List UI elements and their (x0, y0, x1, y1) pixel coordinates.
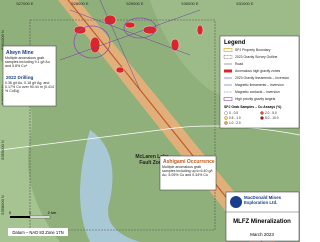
grid-label: 531000 E (236, 1, 253, 6)
legend-symbol (224, 69, 232, 73)
top-grid-labels: 527000 E 528000 E 529000 E 530000 E 5310… (16, 1, 253, 6)
callout-text: 0.36 g/t Au, 0.18 g/t Ag, and 0.17% Cu o… (5, 81, 54, 94)
sample-symbol (260, 116, 264, 120)
callout-text: Multiple anomalous grab samples includin… (5, 56, 50, 69)
grid-label: 5359000 N (0, 140, 5, 160)
sample-label: 2.0 - 5.0 (265, 111, 277, 115)
legend-label: Magnetic contacts – inversion (235, 90, 280, 94)
sample-label: 5.0 - 10.0 (265, 116, 279, 120)
grid-label: 5358000 N (0, 195, 5, 215)
legend-symbol (223, 48, 233, 52)
grid-label: 530000 E (181, 1, 198, 6)
map-title: MLFZ Mineralization (233, 219, 291, 225)
lineaments (59, 0, 201, 91)
callout-text: Multiple anomalous grab samples includin… (162, 165, 213, 178)
legend-label: Anomalous high gravity zones (235, 69, 281, 73)
grid-label: 5361000 N (0, 30, 5, 50)
datum: Datum – NAD 83 Zone 17N (12, 230, 63, 235)
scale-label: 2 km (48, 210, 57, 215)
fault-label-line: McLaren Lake (135, 154, 169, 160)
sample-symbol (224, 111, 228, 115)
scale-bar: 0 1 2 km Datum – NAD 83 Zone 17N (8, 210, 68, 236)
sample-symbol (224, 121, 228, 125)
legend-symbol (223, 55, 233, 59)
legend-label: Magnetic lineaments – Inversion (235, 83, 284, 87)
lake (80, 130, 140, 242)
legend-subtitle: SPJ Grab Samples – Cu Assays (%) (224, 105, 281, 109)
legend-symbol (223, 97, 233, 101)
scale-label: 0 (9, 210, 12, 215)
legend-label: High priority gravity targets (235, 97, 276, 101)
left-grid-labels: 5361000 N 5360000 N 5359000 N 5358000 N (0, 30, 5, 215)
legend-label: 2023 Gravity Survey Outline (235, 55, 278, 59)
callout-title: Ashigami Occurrence (163, 159, 215, 165)
legend-title: Legend (224, 40, 246, 46)
alwyn-callout: Alwyn Mine Multiple anomalous grab sampl… (2, 45, 57, 107)
title-block: MacDonald Mines Exploration Ltd. MLFZ Mi… (225, 191, 300, 242)
fault-zone (58, 0, 275, 242)
survey-outline (29, 19, 216, 231)
callout-title: Alwyn Mine (6, 50, 34, 56)
map: 527000 E 528000 E 529000 E 530000 E 5310… (0, 0, 300, 242)
legend: Legend SPJ Property Boundary 2023 Gravity… (219, 35, 300, 129)
sample-symbol (224, 116, 228, 120)
sample-label: 1.0 - 2.0 (229, 121, 241, 125)
map-date: March 2023 (250, 232, 274, 237)
company: MacDonald Mines Exploration Ltd. (244, 195, 282, 205)
legend-label: SPJ Property Boundary (235, 48, 271, 52)
scale-label: 1 (29, 210, 32, 215)
sample-symbol (260, 111, 264, 115)
grid-label: 529000 E (126, 1, 143, 6)
gravity-zones (73, 14, 204, 74)
sample-label: 0.5 - 1.0 (229, 116, 241, 120)
fault-label-line: Fault Zone (139, 160, 164, 166)
legend-label: 2023 Gravity lineaments – Inversion (235, 76, 289, 80)
grid-label: 528000 E (71, 1, 88, 6)
sample-label: 0 - 0.5 (229, 111, 238, 115)
legend-label: Road (235, 62, 243, 66)
ashigami-callout: Ashigami Occurrence Multiple anomalous g… (159, 155, 217, 191)
fault-label: McLaren Lake Fault Zone (135, 154, 169, 166)
grid-label: 527000 E (16, 1, 33, 6)
callout-subtitle: 2022 Drilling (6, 75, 34, 80)
grid-label: 5360000 N (0, 85, 5, 105)
